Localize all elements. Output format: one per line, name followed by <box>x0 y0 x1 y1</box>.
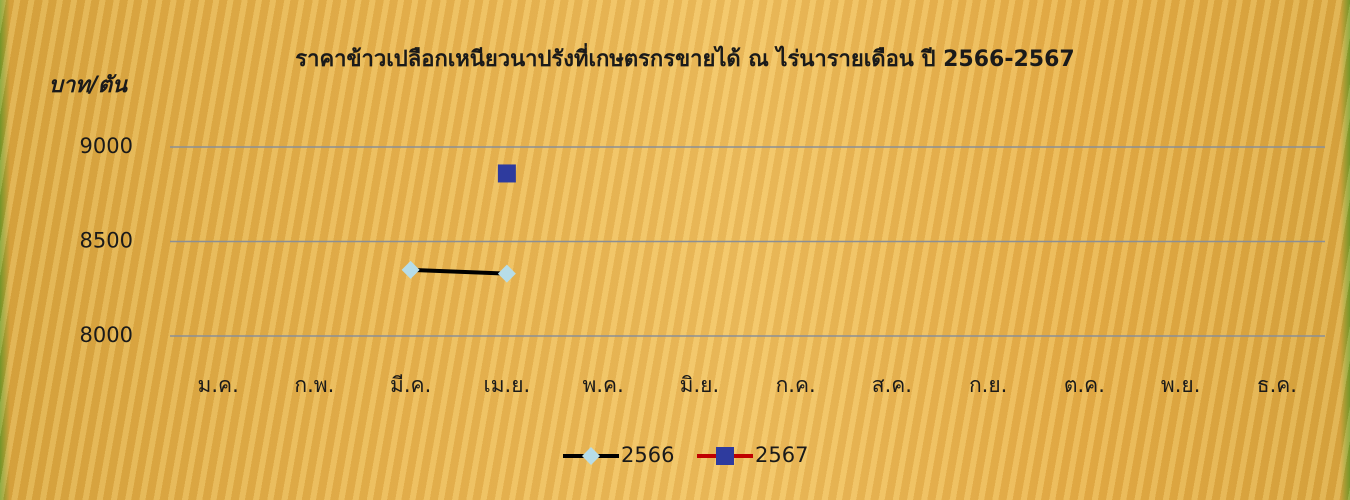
y-tick-label: 9000 <box>80 134 133 158</box>
chart: ราคาข้าวเปลือกเหนียวนาปรังที่เกษตรกรขายไ… <box>0 0 1350 500</box>
screenshot: ราคาข้าวเปลือกเหนียวนาปรังที่เกษตรกรขายไ… <box>0 0 1350 500</box>
legend-marker <box>716 447 734 465</box>
legend-label: 2567 <box>755 443 808 467</box>
chart-title: ราคาข้าวเปลือกเหนียวนาปรังที่เกษตรกรขายไ… <box>295 42 1074 72</box>
x-tick-label: ต.ค. <box>1064 373 1105 397</box>
legend-marker <box>582 447 600 465</box>
data-point <box>498 164 516 182</box>
x-tick-label: ส.ค. <box>872 373 912 397</box>
x-tick-label: ธ.ค. <box>1257 373 1297 397</box>
data-point <box>402 261 420 279</box>
x-tick-label: เม.ย. <box>484 373 531 397</box>
x-tick-label: ก.พ. <box>294 373 334 397</box>
series-line <box>411 270 507 274</box>
x-tick-label: ก.ค. <box>776 373 816 397</box>
y-axis-label: บาท/ตัน <box>49 73 128 98</box>
legend-label: 2566 <box>621 443 674 467</box>
y-tick-label: 8000 <box>80 323 133 347</box>
x-tick-label: มี.ค. <box>390 373 431 397</box>
x-tick-label: มิ.ย. <box>680 373 720 397</box>
x-tick-label: พ.ย. <box>1161 373 1201 397</box>
x-tick-label: ม.ค. <box>198 373 239 397</box>
y-tick-label: 8500 <box>80 229 133 253</box>
x-tick-label: พ.ค. <box>583 373 624 397</box>
data-point <box>498 265 516 283</box>
x-tick-label: ก.ย. <box>969 373 1007 397</box>
